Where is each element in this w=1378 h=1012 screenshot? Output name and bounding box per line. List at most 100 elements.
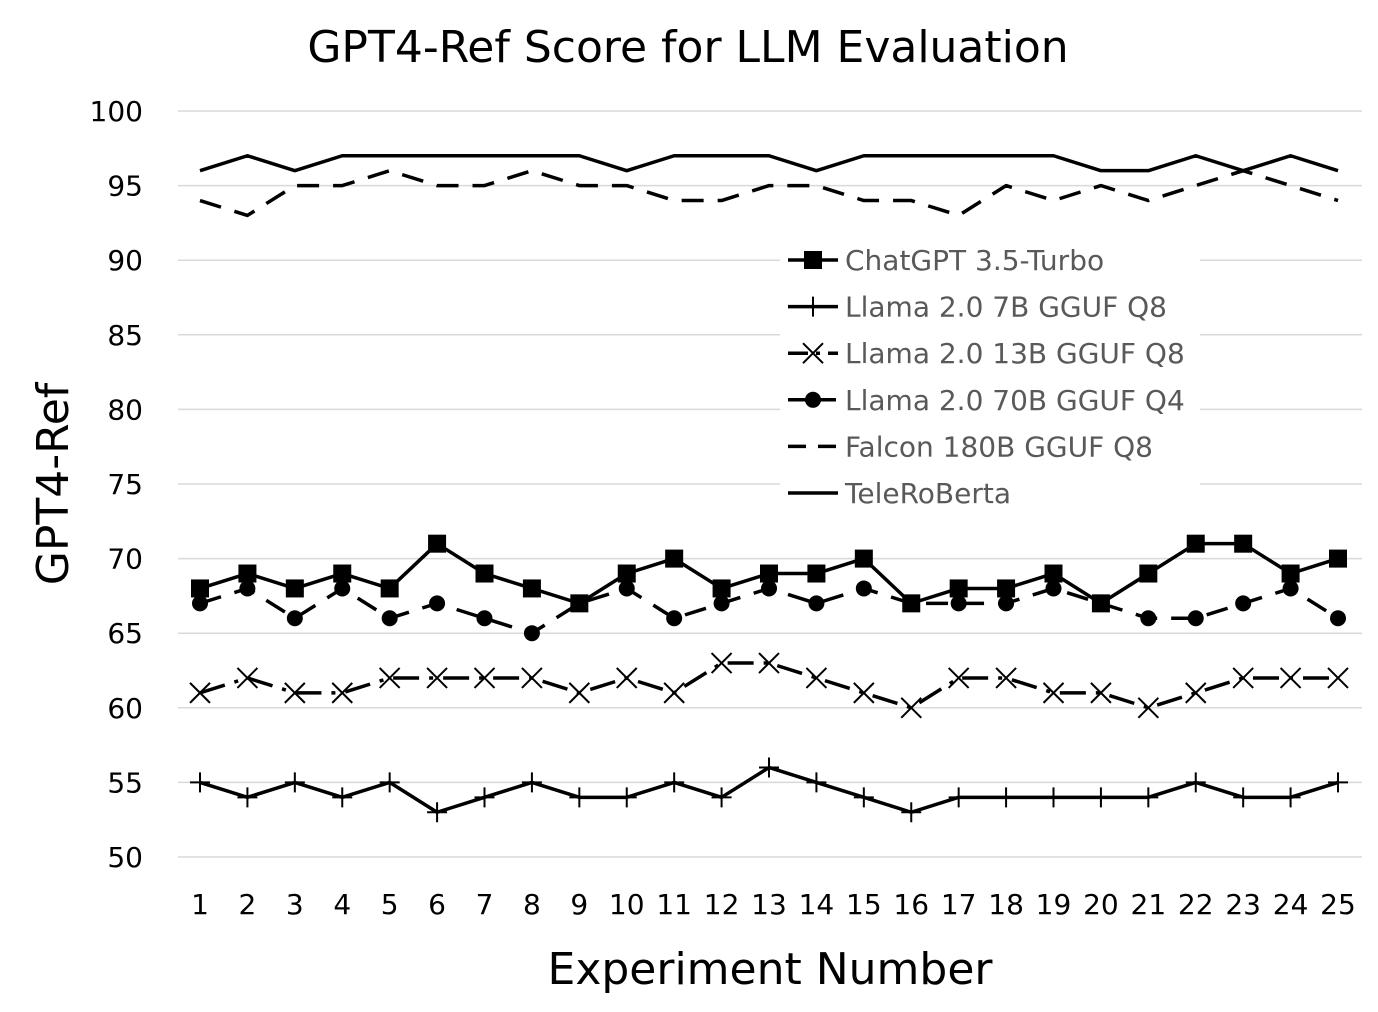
x-tick-label: 2: [239, 888, 257, 921]
x-tick-label: 15: [846, 888, 882, 921]
data-point: [568, 682, 591, 704]
series-line: [199, 168, 1339, 218]
data-point: [521, 667, 543, 689]
series-line: [199, 154, 1339, 173]
data-point: [1281, 564, 1300, 583]
data-point: [900, 697, 922, 719]
data-point: [1139, 564, 1158, 583]
x-tick-label: 3: [286, 888, 304, 921]
data-point: [473, 667, 496, 689]
x-tick-label: 20: [1083, 888, 1119, 921]
data-point: [333, 564, 352, 583]
data-point: [1042, 682, 1065, 704]
data-point: [426, 667, 448, 689]
legend-marker: [803, 296, 823, 317]
y-tick-label: 60: [107, 692, 143, 725]
x-tick-label: 7: [476, 888, 494, 921]
legend-label: Falcon 180B GGUF Q8: [845, 430, 1153, 463]
data-point: [950, 595, 967, 612]
series-layer: [189, 154, 1349, 823]
data-point: [664, 772, 685, 793]
data-point: [618, 580, 635, 597]
data-point: [1282, 580, 1299, 597]
chart-title: GPT4-Ref Score for LLM Evaluation: [307, 22, 1068, 73]
y-axis-label: GPT4-Ref: [28, 381, 79, 585]
data-point: [1329, 549, 1347, 568]
data-point: [427, 802, 448, 823]
legend-label: ChatGPT 3.5-Turbo: [845, 244, 1104, 277]
data-point: [949, 579, 968, 598]
series-line: [199, 661, 1338, 710]
data-point: [569, 787, 590, 808]
y-tick-label: 70: [107, 543, 143, 576]
x-axis-label: Experiment Number: [548, 944, 994, 995]
data-point: [286, 610, 303, 627]
legend-background: [780, 234, 1200, 524]
data-point: [855, 580, 872, 597]
y-tick-label: 100: [90, 95, 143, 128]
legend-item-5: TeleRoBerta: [788, 477, 1011, 510]
data-point: [808, 595, 825, 612]
data-point: [995, 667, 1017, 689]
data-point: [1140, 610, 1157, 627]
x-tick-label: 19: [1036, 888, 1072, 921]
data-point: [761, 580, 777, 597]
data-point: [1187, 610, 1204, 627]
data-point: [1185, 682, 1207, 704]
x-tick-label: 9: [570, 888, 588, 921]
data-point: [998, 595, 1015, 612]
series-2: [189, 652, 1349, 719]
data-point: [1090, 682, 1112, 704]
data-point: [1234, 534, 1253, 553]
data-point: [1092, 595, 1109, 612]
data-point: [711, 787, 732, 808]
data-point: [378, 667, 401, 689]
data-point: [853, 787, 874, 808]
x-tick-label: 18: [988, 888, 1024, 921]
data-point: [332, 787, 353, 808]
legend-marker: [804, 251, 822, 269]
data-point: [192, 595, 208, 612]
legend-label: Llama 2.0 13B GGUF Q8: [845, 337, 1185, 370]
data-point: [236, 667, 259, 689]
data-point: [1137, 697, 1160, 719]
data-point: [854, 549, 873, 568]
data-point: [1044, 564, 1063, 583]
legend-marker: [802, 342, 824, 364]
data-point: [666, 610, 683, 627]
data-point: [1186, 534, 1205, 553]
x-tick-label: 21: [1131, 888, 1167, 921]
x-tick-label: 11: [656, 888, 692, 921]
legend-item-1: Llama 2.0 7B GGUF Q8: [788, 291, 1167, 324]
x-tick-label: 10: [609, 888, 645, 921]
data-point: [379, 772, 400, 793]
x-tick-label: 16: [893, 888, 929, 921]
data-point: [617, 564, 636, 583]
data-point: [523, 625, 540, 642]
data-point: [522, 579, 541, 598]
data-point: [238, 564, 257, 583]
series-1: [190, 757, 1348, 823]
y-tick-label: 80: [107, 393, 143, 426]
data-point: [947, 667, 970, 689]
x-tick-labels: 1 2 3 4 5 6 7 8 9 10 11 12 13 14 15 16 17 18 19 20 21 22 23 24 2…: [191, 888, 1356, 921]
data-point: [806, 772, 827, 793]
x-tick-label: 17: [941, 888, 977, 921]
legend-marker: [805, 391, 821, 408]
data-point: [759, 757, 779, 778]
data-point: [474, 787, 495, 808]
data-point: [475, 564, 494, 583]
data-point: [663, 682, 685, 704]
data-point: [1233, 787, 1254, 808]
data-point: [903, 595, 920, 612]
data-point: [1045, 580, 1062, 597]
series-4: [199, 168, 1339, 218]
legend-item-4: Falcon 180B GGUF Q8: [788, 430, 1153, 463]
data-point: [1090, 787, 1111, 808]
legend-item-0: ChatGPT 3.5-Turbo: [788, 244, 1104, 277]
legend-label: TeleRoBerta: [844, 477, 1011, 510]
data-point: [334, 580, 351, 597]
legend-item-2: Llama 2.0 13B GGUF Q8: [788, 337, 1185, 370]
data-point: [616, 667, 638, 689]
data-point: [616, 787, 637, 808]
